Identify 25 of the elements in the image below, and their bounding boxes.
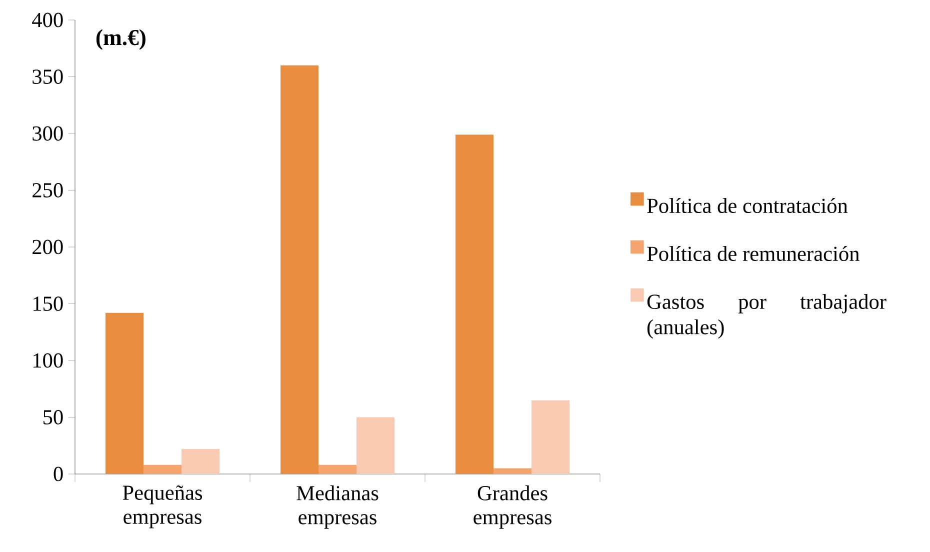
x-tick-label: Pequeñas empresas bbox=[122, 485, 202, 528]
bar bbox=[280, 65, 319, 474]
x-tick-label: Grandes empresas bbox=[474, 485, 552, 529]
y-axis-title: (m.€) bbox=[96, 29, 146, 50]
y-tick-label: 150 bbox=[34, 296, 63, 311]
y-tick-label: 250 bbox=[32, 183, 63, 198]
y-tick-label: 0 bbox=[54, 466, 63, 482]
bar bbox=[494, 468, 532, 474]
y-tick-label: 350 bbox=[32, 70, 63, 84]
legend-label: Política de remuneración bbox=[647, 246, 860, 262]
y-tick-label: 400 bbox=[32, 12, 63, 28]
bar bbox=[532, 400, 570, 474]
bar bbox=[456, 134, 494, 474]
bar bbox=[356, 417, 395, 474]
x-tick-label: Medianas empresas bbox=[296, 485, 378, 529]
bar bbox=[144, 464, 182, 474]
y-tick-label: 100 bbox=[34, 353, 63, 368]
bar bbox=[182, 449, 220, 474]
y-tick-label: 300 bbox=[32, 126, 63, 141]
y-tick-label: 50 bbox=[44, 410, 63, 424]
legend-label: Gastos por trabajador (anuales) bbox=[647, 294, 886, 339]
legend-label: Política de contratación bbox=[647, 198, 848, 214]
y-tick-label: 200 bbox=[32, 240, 63, 254]
bar bbox=[318, 464, 357, 474]
bar bbox=[106, 312, 144, 474]
